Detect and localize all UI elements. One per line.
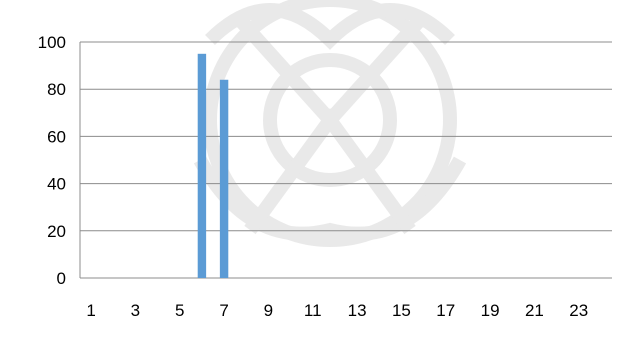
- x-tick-label: 3: [131, 301, 140, 320]
- y-tick-label: 60: [47, 127, 66, 146]
- x-tick-label: 19: [481, 301, 500, 320]
- y-tick-label: 20: [47, 222, 66, 241]
- x-tick-label: 21: [525, 301, 544, 320]
- x-tick-label: 13: [348, 301, 367, 320]
- bar-6: [197, 53, 207, 278]
- x-tick-label: 23: [569, 301, 588, 320]
- x-tick-label: 7: [219, 301, 228, 320]
- bar-7: [219, 79, 229, 278]
- x-tick-label: 1: [86, 301, 95, 320]
- x-tick-label: 17: [436, 301, 455, 320]
- x-tick-labels: 1 3 5 7 9 11 13 15 17 19 21 23: [86, 301, 588, 320]
- x-tick-label: 5: [175, 301, 184, 320]
- y-tick-label: 40: [47, 175, 66, 194]
- x-tick-label: 9: [264, 301, 273, 320]
- x-tick-label: 15: [392, 301, 411, 320]
- grid-lines: [80, 41, 612, 279]
- y-tick-label: 0: [57, 269, 66, 288]
- y-tick-labels: 0 20 40 60 80 100: [38, 33, 66, 288]
- y-tick-label: 100: [38, 33, 66, 52]
- bars: [197, 53, 229, 278]
- x-tick-label: 11: [304, 301, 322, 320]
- y-tick-label: 80: [47, 80, 66, 99]
